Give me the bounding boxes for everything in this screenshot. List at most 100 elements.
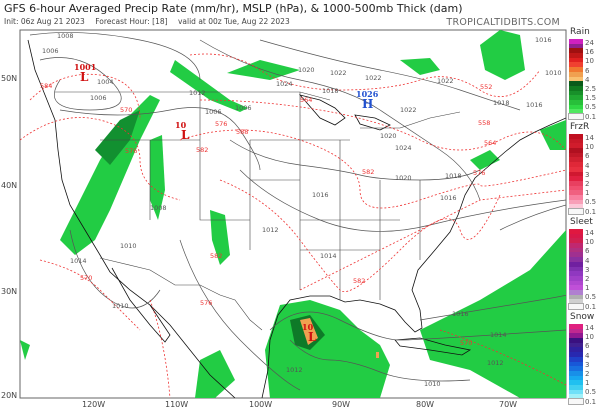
thickness-label: 564: [484, 139, 496, 147]
thickness-label: 584: [40, 82, 52, 90]
lon-label: 100W: [249, 400, 272, 408]
color-swatch: [569, 185, 583, 191]
lon-label: 110W: [165, 400, 188, 408]
lon-label: 90W: [332, 400, 350, 408]
snow-legend-label: 14: [585, 324, 594, 332]
snow-legend-label: 0.1: [585, 397, 597, 406]
rain-legend-label: 6: [585, 66, 590, 75]
isobar-labels: 1008 1006 1004 1006 1012 1006 1006 1022 1020 1018…: [42, 32, 562, 388]
color-swatch: [569, 389, 583, 395]
thickness-label: 582: [210, 252, 222, 260]
color-swatch: [569, 370, 583, 376]
snow-legend-label: 0.5: [585, 388, 597, 397]
thickness-label: 582: [353, 277, 365, 285]
color-swatch: [569, 162, 583, 167]
precip-heavy-spot: [376, 352, 379, 358]
isobar: [269, 311, 566, 341]
color-swatch: [569, 299, 583, 304]
sleet-color-scale: [568, 229, 584, 310]
color-swatch: [569, 48, 583, 54]
us-mexico-border: [99, 257, 263, 331]
color-swatch: [569, 95, 583, 100]
pressure-center-value: 10: [302, 322, 314, 332]
isobar-label: 1010: [545, 69, 562, 77]
color-swatch: [569, 247, 583, 253]
pressure-center-value: 1026: [356, 89, 379, 99]
axis-labels: 50N 40N 30N 20N 120W 110W 100W 90W 80W 70W: [1, 74, 517, 408]
thickness-label: 558: [478, 119, 490, 127]
isobar: [499, 204, 566, 231]
pressure-center-value: 10: [175, 120, 187, 130]
color-swatch: [569, 138, 583, 144]
lat-label: 50N: [1, 74, 17, 83]
color-swatch: [569, 328, 583, 334]
thickness-line: [189, 53, 541, 98]
great-lakes: [298, 94, 391, 131]
thickness-line: [439, 329, 566, 386]
color-swatch: [568, 398, 584, 405]
sleet-legend-label: 6: [585, 247, 590, 256]
precip-pacific-nw-core: [95, 110, 140, 165]
color-swatch: [569, 85, 583, 91]
isobar-label: 1010: [424, 380, 441, 388]
baja-coastline: [111, 267, 171, 343]
isobar-label: 1022: [400, 106, 417, 114]
sleet-legend-label: 0.1: [585, 302, 597, 311]
color-swatch: [569, 257, 583, 262]
color-swatch: [569, 99, 583, 105]
thickness-labels: 584 570 576 582 588 576 564 552 558 564 576 582 570 5…: [40, 82, 496, 347]
sleet-legend-label: 14: [585, 229, 594, 237]
rain-legend-label: 2.5: [585, 85, 597, 93]
isobar-label: 1010: [112, 302, 129, 310]
subtitle: Init: 06z Aug 21 2023 Forecast Hour: [18…: [4, 17, 298, 27]
frzr-legend-label: 6: [585, 152, 590, 161]
isobar-label: 1022: [330, 69, 347, 77]
isobar: [59, 107, 261, 171]
color-swatch: [569, 252, 583, 258]
isobar-label: 1016: [526, 101, 543, 109]
sleet-legend-title: Sleet: [570, 217, 593, 227]
isobar-label: 1016: [535, 36, 552, 44]
frzr-color-scale: [568, 134, 584, 215]
color-swatch: [569, 43, 583, 49]
isobar-label: 1006: [42, 47, 59, 55]
isobar-label: 1014: [320, 252, 337, 260]
sleet-legend-label: 2: [585, 275, 590, 283]
snow-legend-label: 2: [585, 370, 590, 378]
thickness-line: [149, 299, 171, 398]
thickness-line: [179, 129, 566, 209]
isobar-label: 1004: [97, 78, 114, 86]
thickness-line: [199, 99, 566, 151]
isobar-label: 1008: [57, 32, 74, 40]
color-swatch: [569, 289, 583, 295]
lon-label: 120W: [82, 400, 105, 408]
color-swatch: [569, 166, 583, 172]
isobar-label: 1024: [276, 80, 293, 88]
color-swatch: [569, 57, 583, 63]
valid-time: valid at 00z Tue, Aug 22 2023: [177, 17, 290, 26]
color-swatch: [569, 356, 583, 362]
rain-legend-title: Rain: [570, 27, 590, 37]
rain-legend-label: 0.1: [585, 112, 597, 121]
lat-label: 40N: [1, 181, 17, 190]
chart-title: GFS 6-hour Averaged Precip Rate (mm/hr),…: [4, 2, 463, 15]
isobar-label: 1006: [235, 104, 252, 112]
color-swatch: [569, 180, 583, 186]
thickness-lines: [20, 53, 566, 398]
isobar: [239, 169, 566, 232]
snow-legend-label: 3: [585, 360, 590, 369]
frzr-legend-title: FrzR: [570, 122, 590, 132]
thickness-label: 576: [200, 299, 212, 307]
color-swatch: [569, 194, 583, 200]
isobar-label: 1006: [205, 108, 222, 116]
color-swatch: [569, 285, 583, 290]
thickness-line: [29, 73, 141, 121]
color-swatch: [569, 261, 583, 267]
isobar: [179, 239, 301, 391]
isobar-label: 1016: [440, 194, 457, 202]
frzr-legend-label: 14: [585, 134, 594, 142]
isobar: [29, 32, 201, 81]
color-swatch: [569, 275, 583, 281]
color-swatch: [569, 233, 583, 239]
